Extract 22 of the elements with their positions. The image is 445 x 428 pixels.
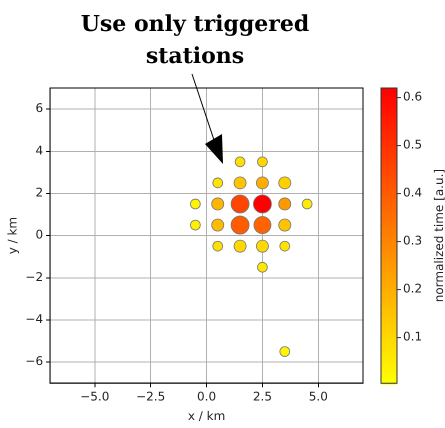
color-bar-label: 0.6 (403, 90, 422, 104)
x-tick-label: 5.0 (308, 390, 328, 404)
color-bar-label: 0.3 (403, 234, 422, 248)
y-axis-title: y / km (5, 216, 20, 254)
y-tick-label: 2 (35, 186, 44, 200)
x-tick-label: −5.0 (80, 390, 110, 404)
y-tick-label: −6 (25, 354, 44, 368)
color-bar-label: 0.5 (403, 138, 422, 152)
y-tick-label: 6 (35, 101, 44, 116)
color-bar-label: 0.4 (403, 186, 422, 200)
y-tick-label: −2 (25, 270, 44, 284)
text: Use only triggered stations (80, 11, 310, 69)
x-tick-label: 0.0 (197, 390, 216, 404)
x-axis-title: x / km (188, 408, 226, 423)
y-tick-label: 4 (35, 143, 44, 158)
y-tick-label: 0 (35, 228, 44, 242)
x-tick-label: 2.5 (252, 390, 272, 404)
color-bar-label: 0.1 (403, 330, 422, 344)
color-bar-label: 0.2 (403, 282, 422, 296)
x-tick-label: −2.5 (136, 390, 166, 404)
y-tick-label: −4 (25, 312, 44, 326)
color-bar-title: normalized time [a.u.] (432, 168, 445, 302)
